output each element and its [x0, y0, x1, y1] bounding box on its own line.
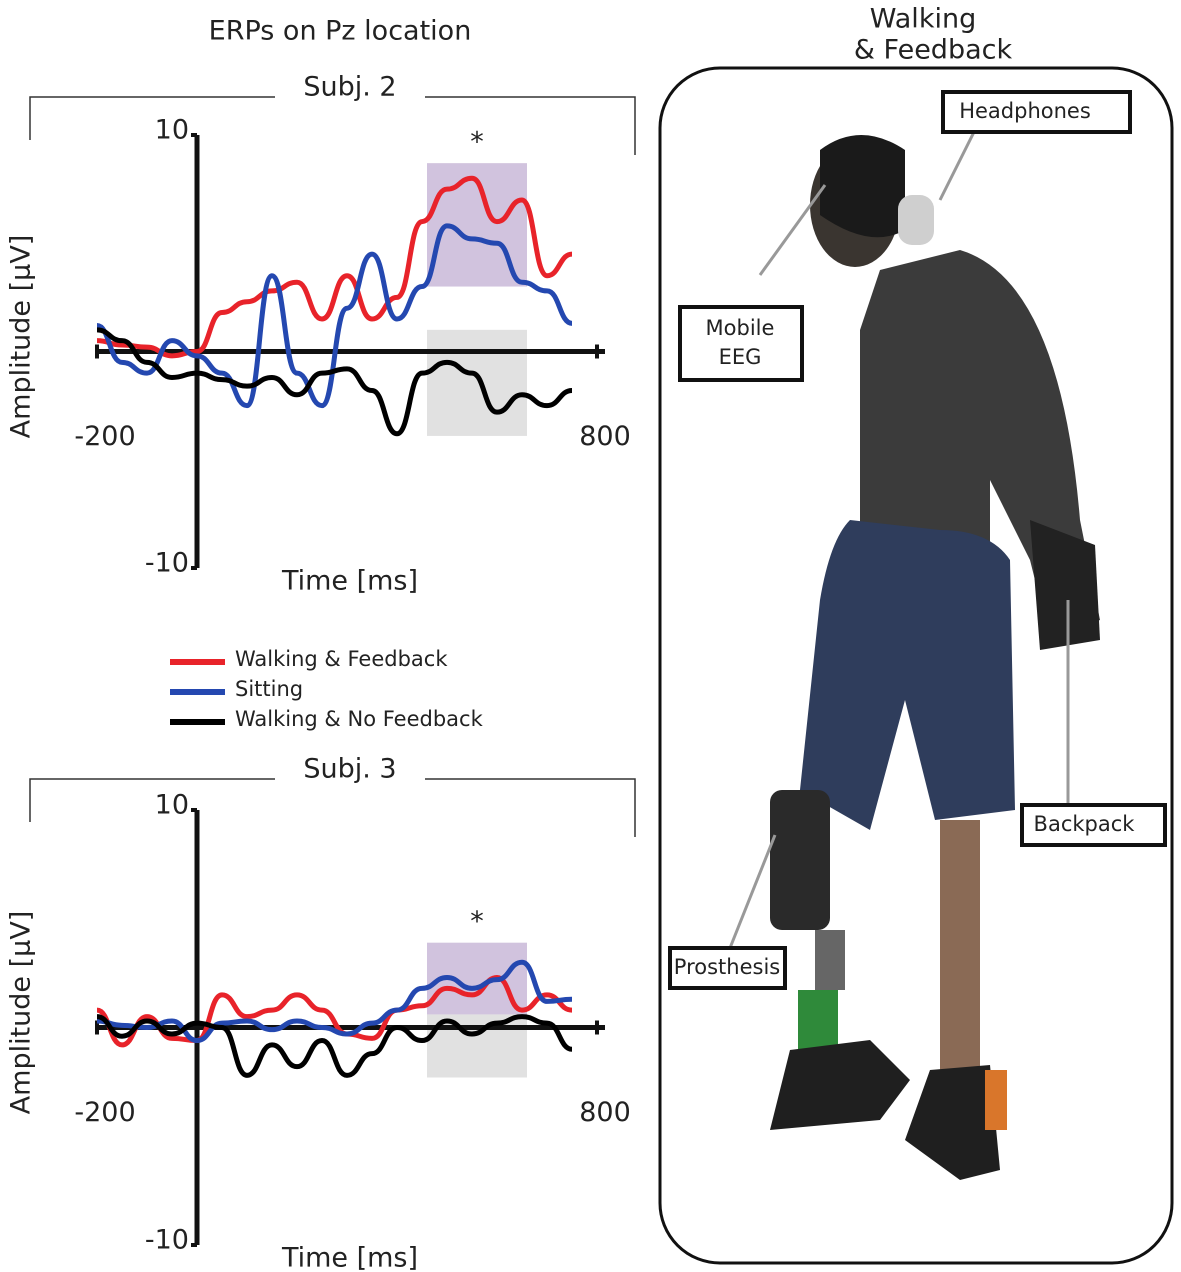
bracket: [29, 96, 636, 155]
label-box: [941, 90, 1132, 134]
label-box: [678, 305, 804, 382]
y-tick-label: -10: [145, 1225, 189, 1256]
chart: Subj. 2 * -200 800 -10 10 Amplitude [µV] Time […: [6, 72, 636, 597]
photo-panel: Walking & Feedback Headphones Mobile EEG: [658, 4, 1174, 1265]
legend-label: Walking & Feedback: [235, 647, 448, 671]
series-line: [96, 959, 573, 1044]
x-axis-label: Time [ms]: [281, 566, 418, 597]
figure-title: ERPs on Pz location: [209, 16, 472, 47]
pointer: [758, 184, 827, 276]
y-tick-label: 10: [155, 115, 189, 146]
chart: Subj. 3 * -200 800 -10 10 Amplitude [µV] Time […: [6, 754, 636, 1272]
annotation: *: [470, 906, 484, 937]
label: Backpack: [1034, 812, 1136, 836]
y-axis-label: Amplitude [µV]: [6, 911, 37, 1115]
series-line: [96, 1014, 573, 1078]
panel-title: Walking: [870, 4, 976, 35]
legend-label: Sitting: [235, 677, 303, 701]
x-axis-label: Time [ms]: [281, 1243, 418, 1272]
x-tick-label: 800: [579, 1097, 631, 1128]
label: Headphones: [959, 99, 1091, 123]
person-silhouette: [770, 135, 1100, 1180]
label: EEG: [719, 345, 762, 369]
label: Prosthesis: [674, 955, 780, 979]
highlight-region: [427, 1014, 527, 1078]
x-tick-label: -200: [74, 1097, 135, 1128]
pointer: [728, 834, 777, 949]
series-line: [96, 175, 573, 359]
y-axis-label: Amplitude [µV]: [6, 235, 37, 439]
y-tick-label: -10: [145, 548, 189, 579]
x-tick-label: 800: [579, 421, 631, 452]
highlight-region: [427, 329, 527, 436]
bracket: [29, 778, 636, 837]
label-box: [668, 946, 787, 990]
pointer: [938, 129, 977, 201]
series-line: [96, 327, 573, 437]
x-tick-label: -200: [74, 421, 135, 452]
legend-label: Walking & No Feedback: [235, 707, 484, 731]
panel-frame: [658, 66, 1174, 1265]
legend: Walking & Feedback Sitting Walking & No …: [170, 647, 484, 731]
series-line: [96, 223, 573, 409]
annotation: *: [470, 127, 484, 158]
chart-title: Subj. 2: [303, 72, 396, 103]
chart-title: Subj. 3: [303, 754, 396, 785]
panel-title: & Feedback: [854, 35, 1013, 66]
y-tick-label: 10: [155, 790, 189, 821]
label: Mobile: [706, 316, 775, 340]
label-box: [1020, 803, 1167, 847]
